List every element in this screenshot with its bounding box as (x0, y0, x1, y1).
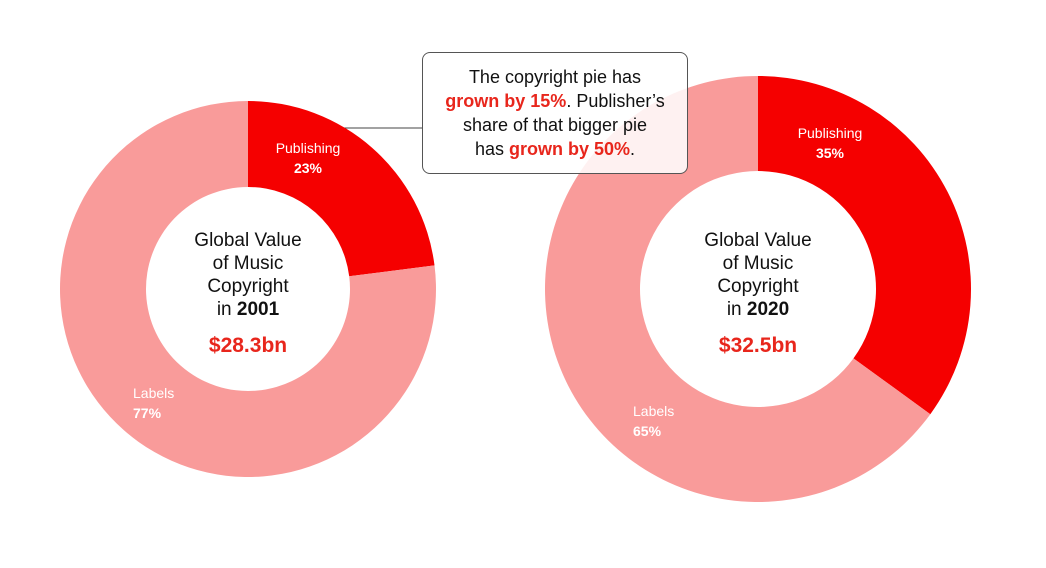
slice-pct-publishing-2020: 35% (816, 145, 845, 161)
callout-line-4-pre: has (474, 139, 509, 159)
center-total-2020: $32.5bn (719, 334, 797, 357)
center-text-line-3-2001: Copyright (207, 276, 289, 297)
callout-highlight-1: grown by 15% (445, 91, 567, 111)
callout-line-4-post: . (630, 139, 636, 159)
callout-line-1: The copyright pie has (468, 67, 642, 87)
center-text-line-1-2020: Global Value (704, 230, 811, 251)
center-year-number: 2020 (747, 299, 789, 320)
slice-publishing-2001 (248, 101, 435, 277)
slice-pct-labels-2020: 65% (633, 423, 662, 439)
callout-box: The copyright pie has grown by 15%. Publ… (422, 52, 688, 174)
center-in-word: in (217, 299, 237, 320)
center-text-line-1-2001: Global Value (194, 230, 301, 251)
callout-highlight-2: grown by 50% (508, 139, 631, 159)
slice-labels-2020 (544, 76, 931, 503)
slice-label-labels-2020: Labels (633, 403, 674, 419)
center-total-2001: $28.3bn (209, 334, 287, 357)
center-text-line-2-2001: of Music (213, 253, 284, 274)
center-year-2001: in 2001 (217, 299, 280, 320)
slice-label-labels-2001: Labels (133, 385, 174, 401)
slice-pct-publishing-2001: 23% (294, 160, 323, 176)
center-year-2020: in 2020 (727, 299, 789, 320)
callout-line-3: share of that bigger pie (462, 115, 648, 135)
slice-labels-2001 (59, 101, 436, 478)
slice-publishing-2020 (758, 76, 971, 415)
slice-label-publishing-2020: Publishing (798, 125, 863, 141)
slice-pct-labels-2001: 77% (133, 405, 162, 421)
callout-line-4: has grown by 50%. (475, 137, 635, 161)
center-in-word: in (727, 299, 747, 320)
center-text-line-2-2020: of Music (723, 253, 794, 274)
callout-line-2: grown by 15%. Publisher’s (445, 89, 664, 113)
center-year-number: 2001 (237, 299, 280, 320)
callout-line-2-rest: . Publisher’s (566, 91, 665, 111)
slice-label-publishing-2001: Publishing (276, 140, 341, 156)
center-text-line-3-2020: Copyright (717, 276, 799, 297)
